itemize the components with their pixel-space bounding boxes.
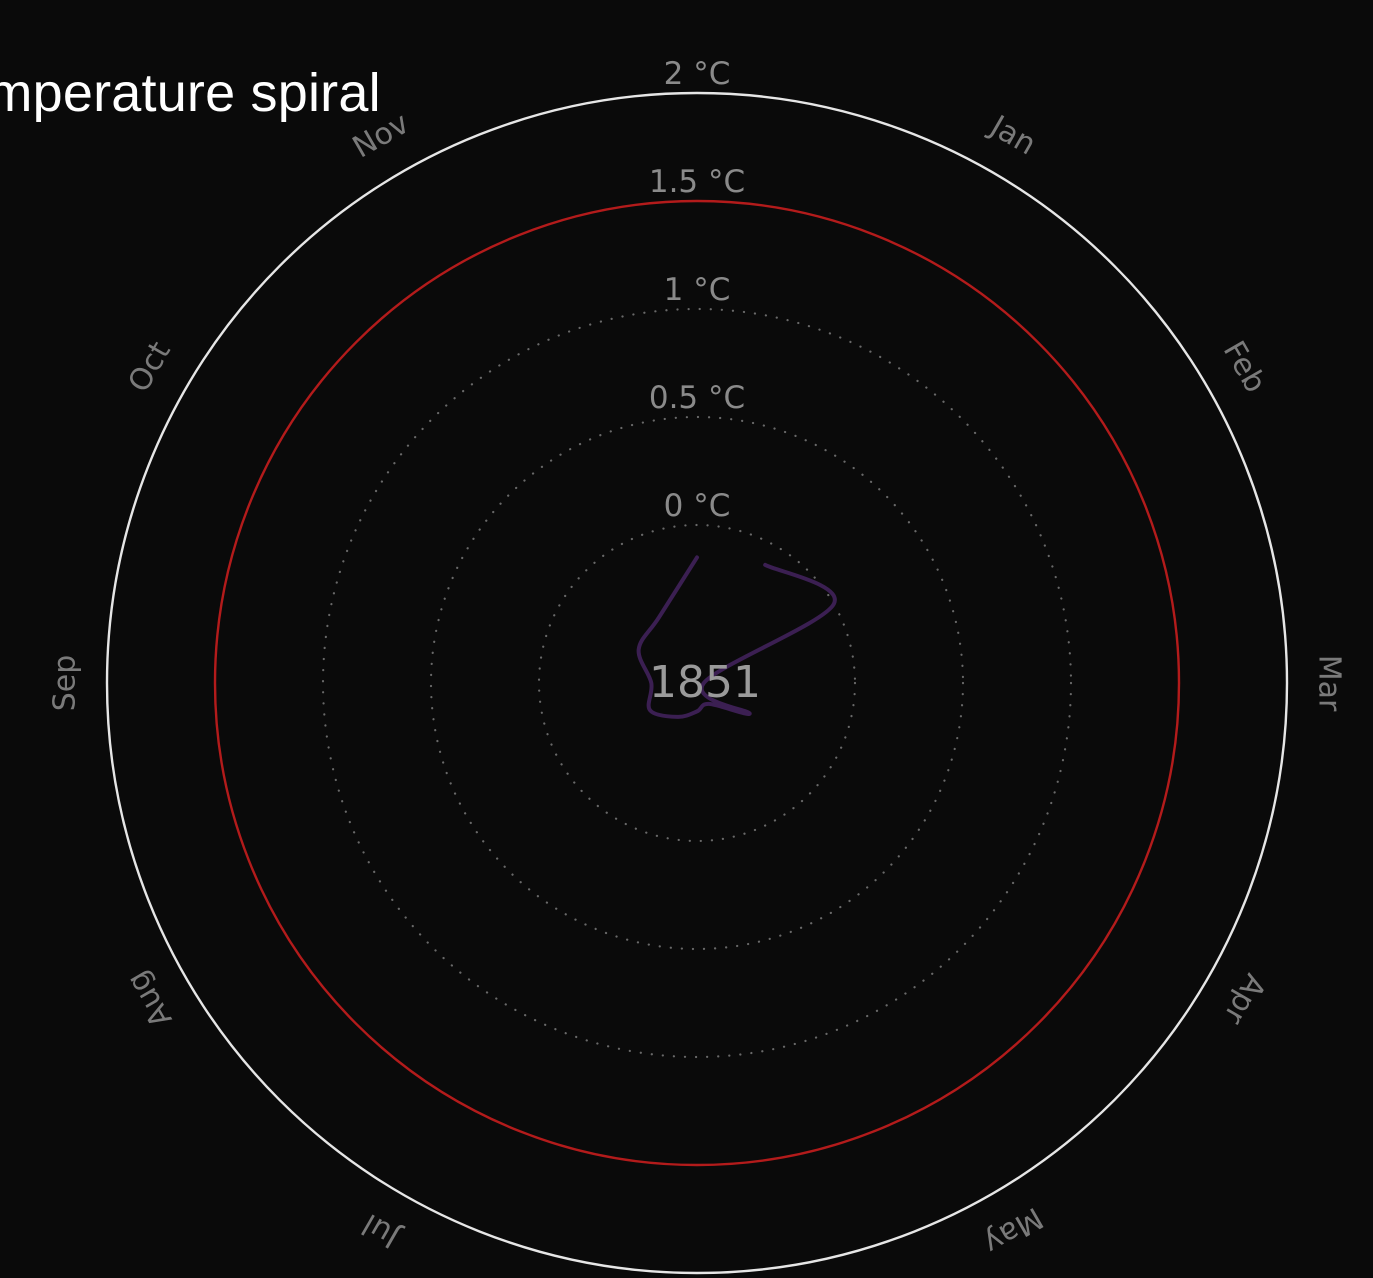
- ring-1-5-c: [213, 199, 1181, 1167]
- month-label-aug: Aug: [120, 965, 180, 1033]
- ring-2-c: [105, 91, 1289, 1275]
- page-title: Temperature spiral: [0, 63, 381, 123]
- month-label-apr: Apr: [1216, 968, 1273, 1031]
- ring-0-c: [537, 523, 857, 843]
- month-label-jul: Jul: [357, 1206, 408, 1255]
- ring-1-c: [321, 307, 1073, 1059]
- year-label: 1851: [649, 657, 761, 708]
- ring-label-0-c: 0 °C: [664, 488, 731, 524]
- month-label-jan: Jan: [982, 108, 1041, 162]
- month-label-may: May: [977, 1200, 1048, 1261]
- ring-label-1-c: 1 °C: [664, 272, 731, 308]
- ring-label-2-c: 2 °C: [664, 56, 731, 92]
- month-label-mar: Mar: [1312, 655, 1347, 712]
- month-label-nov: Nov: [347, 106, 415, 166]
- ring-label-1-5-c: 1.5 °C: [649, 164, 745, 200]
- month-label-sep: Sep: [48, 655, 83, 712]
- month-label-feb: Feb: [1216, 335, 1273, 399]
- month-label-oct: Oct: [122, 336, 178, 399]
- ring-label-0-5-c: 0.5 °C: [649, 380, 745, 416]
- ring-0-5-c: [429, 415, 965, 951]
